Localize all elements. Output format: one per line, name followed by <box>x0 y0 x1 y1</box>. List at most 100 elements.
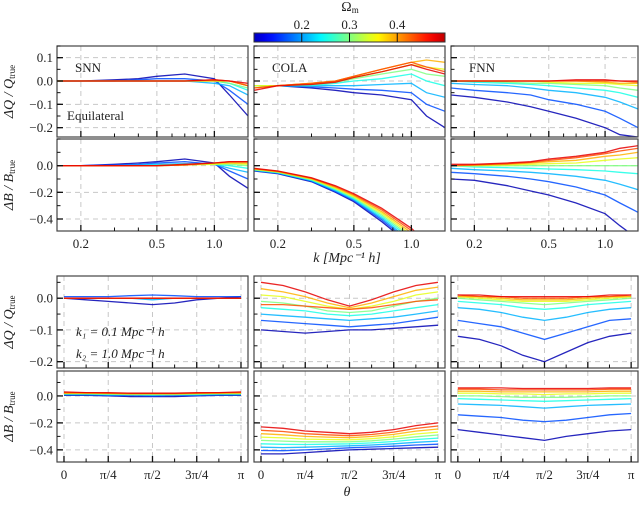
curves <box>260 281 439 334</box>
x-tick-label: 0 <box>61 467 68 482</box>
panel-frame <box>56 45 249 138</box>
x-tick-label: π/4 <box>100 467 117 482</box>
y-axis-label-sub: true <box>7 295 17 309</box>
y-axis-label-sub: true <box>7 391 17 405</box>
series-line-omega-0.3 <box>457 297 632 306</box>
series-line-omega-0.12 <box>254 170 395 231</box>
y-tick-label: −0.4 <box>29 212 53 227</box>
y-tick-label: 0.0 <box>37 74 53 89</box>
series-line-omega-0.22 <box>260 440 439 449</box>
panel-frame <box>253 45 446 138</box>
series-line-omega-0.12 <box>261 446 439 455</box>
series-line-omega-0.46 <box>451 79 638 82</box>
x-tick-label: 0 <box>258 467 265 482</box>
series-line-omega-0.12 <box>260 324 439 334</box>
series-line-omega-0.26 <box>260 437 439 446</box>
series-line-omega-0.42 <box>457 294 632 299</box>
y-axis-label: ΔQ / Qtrue <box>2 295 17 349</box>
x-tick-label: 0 <box>455 467 462 482</box>
x-tick-label: 0.5 <box>541 236 557 251</box>
series-line-omega-0.22 <box>457 403 632 409</box>
colorbar-label-sub: m <box>352 5 359 15</box>
series-line-omega-0.46 <box>260 422 439 435</box>
panel-frame <box>56 138 249 232</box>
panel-2-0: 0.0 −0.1 −0.2 <box>29 275 249 369</box>
series-line-omega-0.38 <box>260 286 439 309</box>
y-axis-label: ΔB / Btrue <box>2 160 17 211</box>
y-tick-label: 0.0 <box>37 291 53 306</box>
series-line-omega-0.18 <box>57 78 248 105</box>
annotation-k1: k₁ = 0.1 Mpc⁻¹ h <box>76 324 165 339</box>
y-tick-label: 0.0 <box>37 388 53 403</box>
series-line-omega-0.12 <box>254 85 445 129</box>
series-line-omega-0.12 <box>457 332 632 363</box>
annotation-k2: k₂ = 1.0 Mpc⁻¹ h <box>76 346 165 361</box>
panel-1-0: 0.0 −0.2 −0.4 0.2 0.5 1.0 <box>29 138 249 251</box>
y-tick-label: −0.2 <box>29 354 53 369</box>
series-line-omega-0.46 <box>457 387 632 390</box>
y-axis-label: ΔB / Btrue <box>2 391 17 442</box>
curves <box>457 387 632 442</box>
x-axis-label-k: k [Mpc⁻¹ h] <box>313 251 381 266</box>
x-tick-label: π/4 <box>297 467 314 482</box>
x-tick-label: 3π/4 <box>185 467 209 482</box>
curves <box>254 59 445 129</box>
panel-2-2 <box>450 275 639 369</box>
series-line-omega-0.26 <box>457 397 632 402</box>
panel-title: COLA <box>272 60 308 75</box>
series-line-omega-0.46 <box>254 64 445 91</box>
x-tick-label: π <box>628 467 635 482</box>
colorbar-tick-label: 0.4 <box>389 17 406 32</box>
curves <box>63 294 242 306</box>
y-tick-label: −0.2 <box>29 120 53 135</box>
y-axis-label-main: ΔQ / Q <box>2 79 17 119</box>
x-tick-label: π/2 <box>341 467 358 482</box>
series-line-omega-0.34 <box>451 157 638 167</box>
curves <box>57 73 248 117</box>
y-tick-label: −0.4 <box>29 442 53 457</box>
x-tick-label: π/2 <box>536 467 553 482</box>
curves <box>457 294 632 363</box>
x-tick-label: π/4 <box>493 467 510 482</box>
x-tick-label: 3π/4 <box>382 467 406 482</box>
series-line-omega-0.46 <box>451 145 638 165</box>
curves <box>254 167 416 231</box>
panel-frame <box>253 138 446 232</box>
panel-2-1 <box>253 275 446 369</box>
y-tick-label: −0.1 <box>29 97 53 112</box>
curves <box>451 145 638 231</box>
series-line-omega-0.12 <box>457 428 632 442</box>
series-line-omega-0.22 <box>451 82 638 110</box>
curves <box>451 79 638 137</box>
series-line-omega-0.34 <box>457 295 632 303</box>
panel-3-0: 0.0 −0.2 −0.4 0 π/4 π/2 3π/4 π <box>29 370 249 482</box>
series-line-omega-0.38 <box>457 390 632 393</box>
series-line-omega-0.3 <box>457 395 632 398</box>
panel-title: FNN <box>469 60 496 75</box>
x-tick-label: π/2 <box>144 467 161 482</box>
y-tick-label: −0.1 <box>29 322 53 337</box>
y-axis-label: ΔQ / Qtrue <box>2 65 17 119</box>
panel-1-2: 0.2 0.5 1.0 <box>450 138 639 251</box>
y-axis-label-main: ΔB / B <box>2 405 17 443</box>
x-tick-label: 0.2 <box>73 236 89 251</box>
series-line-omega-0.46 <box>260 281 439 307</box>
curves <box>63 391 242 398</box>
panel-0-1: COLA <box>253 45 446 138</box>
series-line-omega-0.18 <box>451 87 638 129</box>
series-line-omega-0.26 <box>457 300 632 310</box>
x-tick-label: 0.5 <box>346 236 362 251</box>
series-line-omega-0.18 <box>254 85 445 112</box>
series-line-omega-0.42 <box>457 388 632 391</box>
series-line-omega-0.46 <box>254 167 416 231</box>
x-axis-label-theta: θ <box>344 485 351 500</box>
x-tick-label: 0.2 <box>270 236 286 251</box>
series-line-omega-0.22 <box>457 307 632 322</box>
series-line-omega-0.26 <box>451 165 638 175</box>
series-line-omega-0.12 <box>451 94 638 137</box>
series-line-omega-0.18 <box>457 318 632 341</box>
x-tick-label: 0.5 <box>149 236 165 251</box>
x-tick-label: 1.0 <box>597 236 613 251</box>
